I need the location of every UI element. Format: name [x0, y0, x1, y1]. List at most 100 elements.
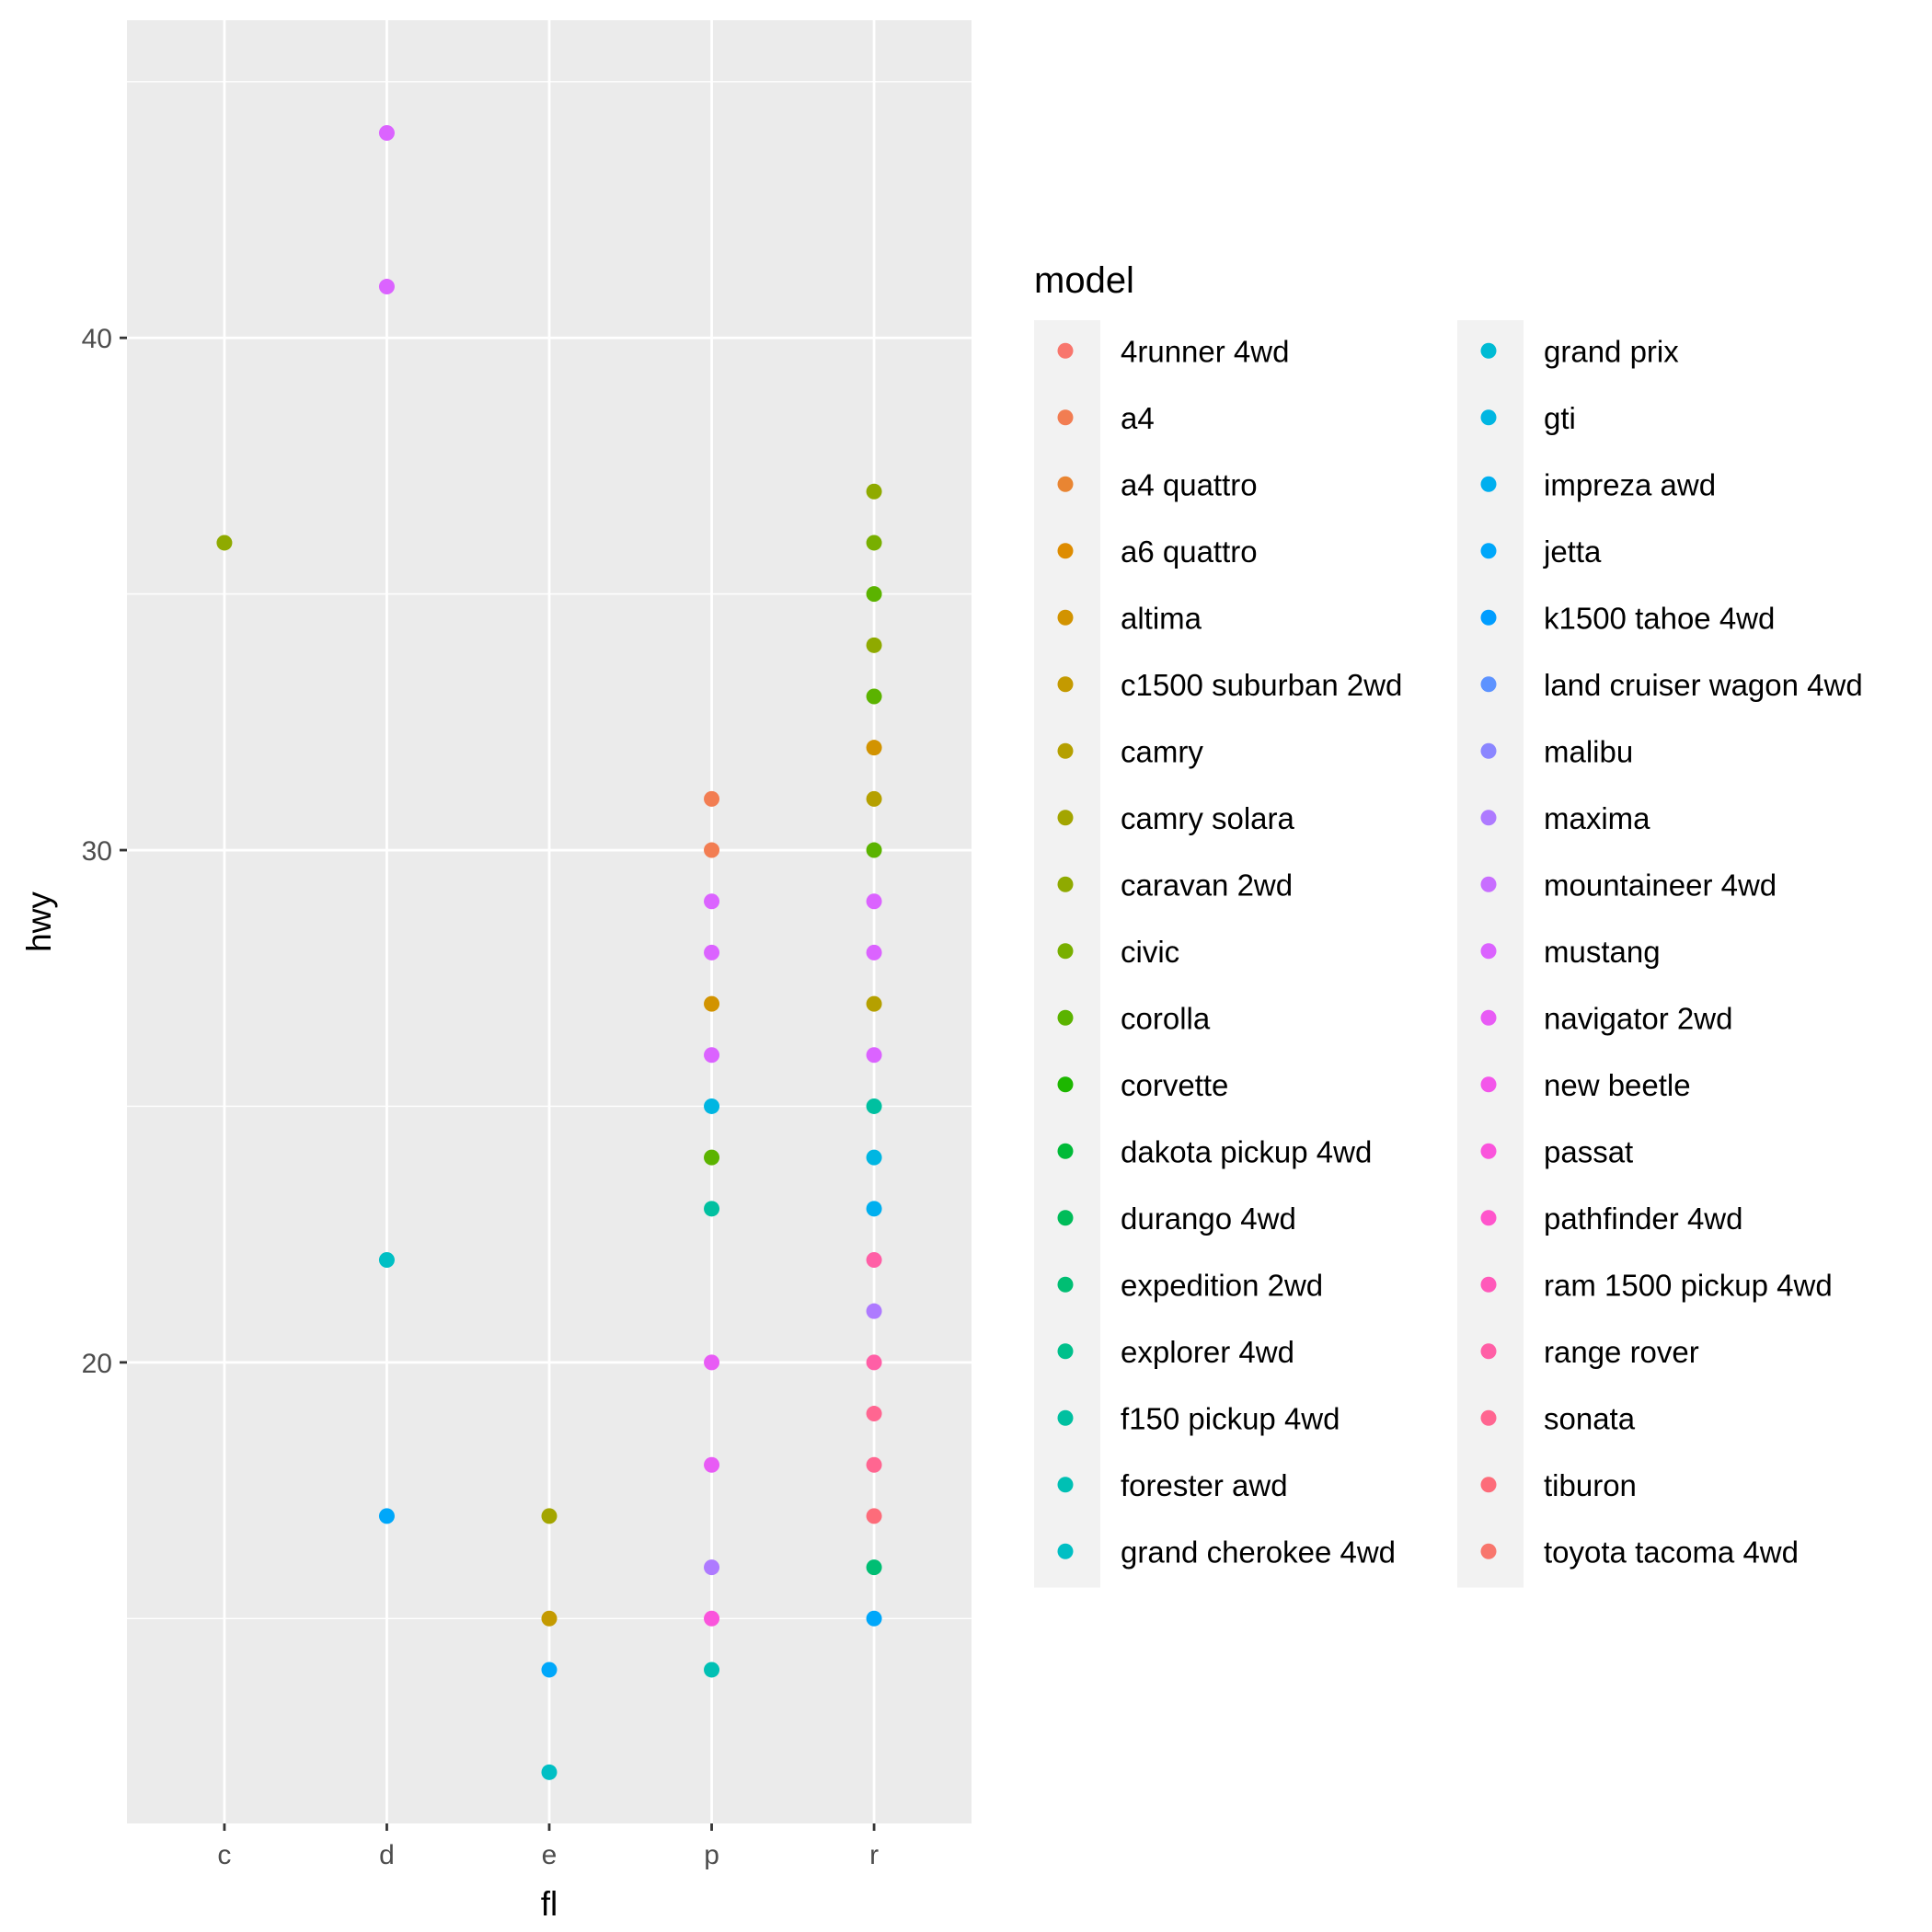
- legend-label: 4runner 4wd: [1121, 334, 1289, 368]
- legend-label: forester awd: [1121, 1468, 1288, 1502]
- data-point: [704, 893, 720, 910]
- data-point: [541, 1764, 558, 1780]
- legend-label: pathfinder 4wd: [1544, 1202, 1742, 1236]
- y-axis: 20 30 40: [82, 324, 127, 1379]
- legend-label: navigator 2wd: [1544, 1001, 1732, 1035]
- data-point: [541, 1662, 558, 1678]
- legend-label: a4: [1121, 401, 1155, 435]
- data-point: [866, 893, 882, 910]
- data-point: [866, 483, 882, 500]
- data-point: [866, 1098, 882, 1114]
- legend: model 4runner 4wd a4 a4 quattro a6 quattro a…: [1034, 260, 1863, 1588]
- data-point: [216, 535, 233, 551]
- data-point: [378, 1252, 395, 1268]
- data-point: [866, 1559, 882, 1576]
- data-point: [866, 944, 882, 960]
- legend-key: [1057, 1210, 1074, 1226]
- legend-key: [1057, 1009, 1074, 1026]
- legend-label: grand prix: [1544, 334, 1679, 368]
- legend-key: [1480, 1210, 1497, 1226]
- data-point: [866, 1406, 882, 1422]
- legend-key: [1480, 1543, 1497, 1559]
- data-point: [704, 1662, 720, 1678]
- y-axis-title: hwy: [20, 891, 58, 952]
- legend-label: grand cherokee 4wd: [1121, 1535, 1396, 1569]
- legend-key: [1057, 1276, 1074, 1293]
- legend-key: [1480, 1009, 1497, 1026]
- x-tick-label: c: [217, 1840, 231, 1870]
- data-points: [216, 125, 882, 1780]
- data-point: [866, 1047, 882, 1064]
- legend-label: ram 1500 pickup 4wd: [1544, 1268, 1833, 1302]
- legend-label: camry solara: [1121, 801, 1295, 835]
- data-point: [704, 1559, 720, 1576]
- legend-label: a4 quattro: [1121, 467, 1258, 501]
- legend-label: malibu: [1544, 734, 1633, 768]
- data-point: [866, 1252, 882, 1268]
- legend-key: [1480, 742, 1497, 759]
- data-point: [866, 586, 882, 603]
- legend-key: [1480, 342, 1497, 359]
- data-point: [541, 1610, 558, 1627]
- data-point: [704, 1201, 720, 1217]
- legend-key: [1480, 676, 1497, 693]
- data-point: [704, 1354, 720, 1371]
- data-point: [866, 740, 882, 756]
- data-point: [704, 995, 720, 1012]
- legend-label: mountaineer 4wd: [1544, 868, 1777, 902]
- legend-label: c1500 suburban 2wd: [1121, 668, 1402, 702]
- y-tick-label: 20: [82, 1349, 112, 1379]
- data-point: [866, 1149, 882, 1166]
- y-tick-label: 40: [82, 324, 112, 354]
- legend-key: [1057, 876, 1074, 892]
- legend-key: [1057, 609, 1074, 626]
- data-point: [866, 1610, 882, 1627]
- legend-key: [1480, 1477, 1497, 1493]
- x-tick-label: e: [542, 1840, 558, 1870]
- data-point: [378, 279, 395, 295]
- data-point: [704, 790, 720, 807]
- legend-label: f150 pickup 4wd: [1121, 1401, 1340, 1435]
- data-point: [866, 1456, 882, 1473]
- data-point: [866, 1303, 882, 1319]
- legend-label: a6 quattro: [1121, 535, 1258, 569]
- legend-key: [1057, 1409, 1074, 1426]
- legend-label: impreza awd: [1544, 467, 1716, 501]
- legend-label: toyota tacoma 4wd: [1544, 1535, 1799, 1569]
- legend-label: jetta: [1543, 535, 1602, 569]
- data-point: [866, 1508, 882, 1524]
- x-axis-title: fl: [541, 1885, 558, 1923]
- legend-title: model: [1034, 260, 1134, 301]
- legend-label: corolla: [1121, 1001, 1211, 1035]
- data-point: [866, 535, 882, 551]
- legend-key: [1057, 543, 1074, 559]
- legend-label: range rover: [1544, 1335, 1699, 1369]
- legend-key: [1480, 1143, 1497, 1159]
- legend-key: [1480, 810, 1497, 826]
- legend-key: [1480, 409, 1497, 426]
- legend-key: [1480, 943, 1497, 960]
- legend-label: dakota pickup 4wd: [1121, 1134, 1372, 1168]
- plot-panel: [127, 20, 972, 1823]
- legend-key: [1057, 476, 1074, 492]
- legend-label: camry: [1121, 734, 1203, 768]
- legend-key: [1057, 676, 1074, 693]
- data-point: [704, 1456, 720, 1473]
- legend-key: [1057, 810, 1074, 826]
- data-point: [378, 125, 395, 141]
- legend-label: altima: [1121, 601, 1202, 635]
- legend-key: [1480, 1076, 1497, 1093]
- legend-label: sonata: [1544, 1401, 1636, 1435]
- legend-key: [1057, 409, 1074, 426]
- legend-label: tiburon: [1544, 1468, 1637, 1502]
- legend-label: passat: [1544, 1134, 1633, 1168]
- legend-label: mustang: [1544, 935, 1661, 969]
- data-point: [704, 842, 720, 858]
- legend-label: caravan 2wd: [1121, 868, 1293, 902]
- legend-label: k1500 tahoe 4wd: [1544, 601, 1775, 635]
- legend-label: maxima: [1544, 801, 1650, 835]
- legend-label: gti: [1544, 401, 1576, 435]
- data-point: [866, 637, 882, 653]
